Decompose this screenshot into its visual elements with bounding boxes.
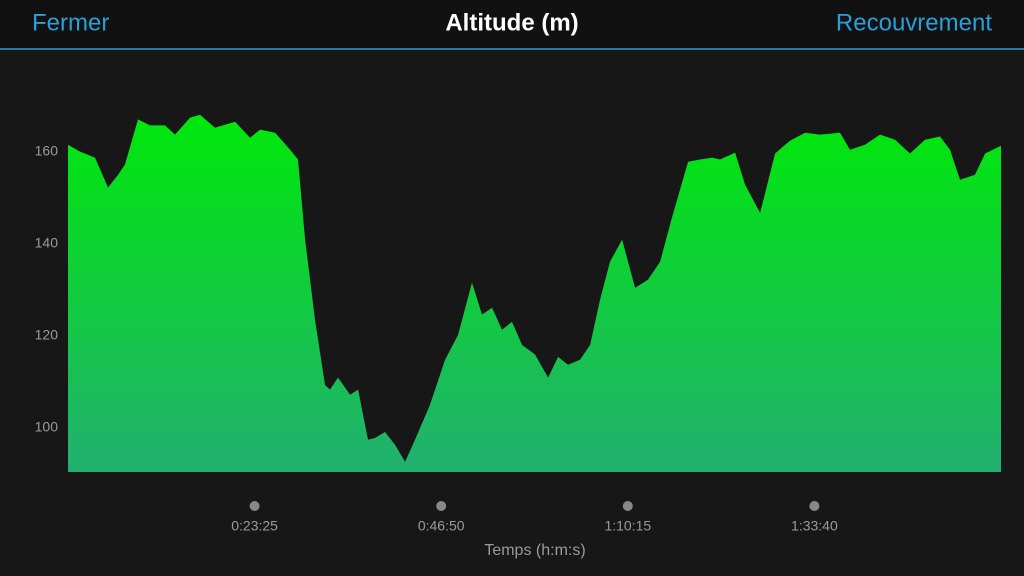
y-tick-label: 100 <box>35 419 59 435</box>
close-button[interactable]: Fermer <box>32 9 109 36</box>
x-tick-dot <box>622 501 633 511</box>
x-axis-label: Temps (h:m:s) <box>484 542 585 559</box>
x-tick-label: 0:23:25 <box>231 518 278 534</box>
recovery-button[interactable]: Recouvrement <box>836 9 992 36</box>
altitude-area <box>68 114 1001 473</box>
y-tick-label: 120 <box>35 326 59 342</box>
x-tick-dot <box>809 501 820 511</box>
x-tick-dot <box>436 501 447 511</box>
x-tick-dot <box>249 501 260 511</box>
chart-title: Altitude (m) <box>445 9 578 36</box>
x-tick-label: 0:46:50 <box>418 518 465 534</box>
x-tick-label: 1:33:40 <box>791 518 838 534</box>
header-bar <box>0 0 1024 49</box>
y-tick-label: 140 <box>35 234 59 250</box>
y-tick-label: 160 <box>35 142 59 158</box>
x-tick-label: 1:10:15 <box>604 518 651 534</box>
